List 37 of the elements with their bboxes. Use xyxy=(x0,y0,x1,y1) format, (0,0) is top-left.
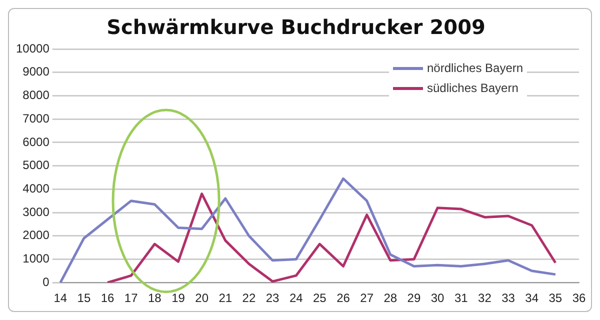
chart-title: Schwärmkurve Buchdrucker 2009 xyxy=(106,15,486,40)
legend-label: südliches Bayern xyxy=(427,81,518,95)
x-tick-label: 17 xyxy=(124,291,138,306)
x-tick-label: 16 xyxy=(100,291,115,306)
x-tick-label: 18 xyxy=(148,291,162,306)
x-tick-label: 32 xyxy=(478,291,492,306)
y-tick-label: 3000 xyxy=(22,204,50,219)
x-tick-label: 24 xyxy=(289,291,304,306)
y-tick-label: 10000 xyxy=(16,41,50,56)
x-tick-label: 28 xyxy=(384,291,398,306)
x-tick-label: 27 xyxy=(360,291,374,306)
y-tick-label: 7000 xyxy=(22,111,50,126)
x-tick-label: 20 xyxy=(195,291,209,306)
legend-label: nördliches Bayern xyxy=(427,61,524,75)
x-tick-label: 31 xyxy=(454,291,468,306)
x-tick-label: 30 xyxy=(430,291,445,306)
y-tick-label: 5000 xyxy=(22,158,50,172)
x-tick-label: 29 xyxy=(407,291,421,306)
x-tick-label: 33 xyxy=(502,291,516,306)
x-tick-label: 14 xyxy=(54,291,68,306)
x-tick-label: 36 xyxy=(572,291,586,306)
y-tick-label: 2000 xyxy=(22,228,50,242)
y-tick-label: 1000 xyxy=(22,252,50,266)
x-tick-label: 19 xyxy=(172,291,186,306)
x-tick-label: 21 xyxy=(218,291,232,306)
y-tick-label: 4000 xyxy=(22,181,50,196)
x-tick-label: 22 xyxy=(242,291,256,306)
x-tick-label: 26 xyxy=(336,291,350,306)
y-tick-label: 9000 xyxy=(22,64,50,79)
x-tick-label: 23 xyxy=(266,291,280,306)
x-tick-label: 25 xyxy=(313,291,327,306)
y-tick-label: 6000 xyxy=(22,134,50,149)
x-tick-label: 15 xyxy=(77,291,91,306)
y-tick-label: 0 xyxy=(42,274,50,289)
x-tick-label: 35 xyxy=(548,291,562,306)
x-tick-label: 34 xyxy=(525,291,539,306)
y-tick-label: 8000 xyxy=(22,88,50,102)
